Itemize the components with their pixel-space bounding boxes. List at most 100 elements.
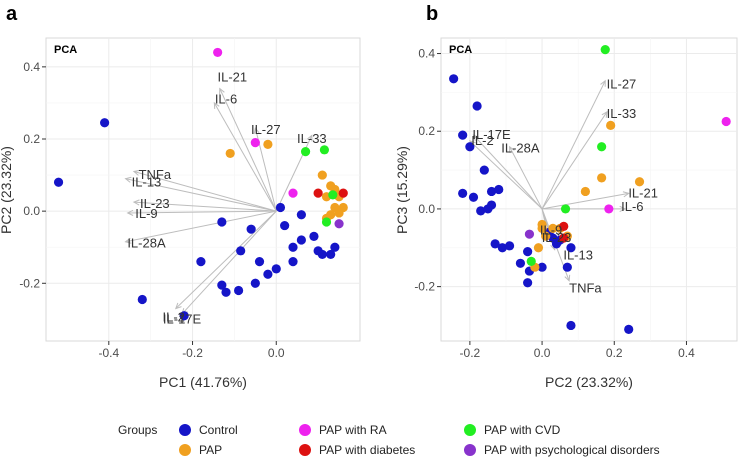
panel-a-vector-arrowhead bbox=[219, 87, 225, 95]
panel-b-xtick-label: 0.4 bbox=[678, 346, 695, 360]
panel-b-point bbox=[526, 256, 536, 266]
panel-b-point bbox=[541, 231, 551, 241]
panel-b-xtick-label: -0.2 bbox=[460, 346, 481, 360]
panel-b-vector-label: IL-23 bbox=[542, 230, 572, 245]
panel-b-loading-vector bbox=[541, 80, 606, 210]
panel-b-vector-label: IL-9 bbox=[540, 222, 562, 237]
panel-a-point bbox=[137, 294, 147, 305]
panel-b-point bbox=[476, 206, 486, 216]
legend-label: PAP with RA bbox=[319, 423, 387, 437]
panel-a-vector-label: IL-6 bbox=[215, 91, 237, 106]
panel-b-ylabel: PC3 (15.29%) bbox=[394, 146, 410, 234]
panel-a-point bbox=[250, 278, 260, 288]
panel-a-vector-arrowhead bbox=[126, 209, 134, 216]
panel-a-loading-vector bbox=[175, 210, 277, 309]
panel-a-point bbox=[309, 231, 319, 241]
panel-b-point bbox=[597, 142, 607, 152]
panel-b-point bbox=[449, 74, 459, 84]
panel-b-vector-label: IL-6 bbox=[621, 199, 643, 214]
panel-b-point bbox=[721, 116, 731, 127]
panel-a-vector-arrowhead bbox=[124, 176, 132, 183]
panel-b-vector-label: TNFa bbox=[569, 281, 602, 296]
legend-swatch bbox=[179, 444, 191, 456]
panel-b-point bbox=[600, 45, 610, 55]
panel-b-point bbox=[624, 324, 634, 334]
panel-b-point bbox=[606, 120, 616, 131]
panel-b-point bbox=[465, 142, 475, 152]
panel-a-vector-label: IL-2 bbox=[162, 310, 184, 325]
panel-b-point bbox=[486, 186, 497, 197]
panel-a-point bbox=[326, 249, 336, 260]
panel-b-point bbox=[524, 229, 535, 239]
legend-swatch bbox=[299, 424, 311, 436]
panel-a-point bbox=[300, 147, 311, 157]
panel-a-vector-label: TNFa bbox=[139, 167, 172, 182]
panel-a-vector-label: IL-28A bbox=[127, 236, 166, 251]
panel-a-point bbox=[328, 190, 338, 200]
panel-a-point bbox=[330, 242, 340, 252]
panel-a-loading-vector bbox=[133, 170, 277, 212]
panel-b-title: PCA bbox=[449, 44, 472, 56]
panel-a-point bbox=[263, 139, 273, 150]
legend-swatch bbox=[179, 424, 191, 436]
panel-b-point bbox=[548, 233, 558, 243]
panel-b-loading-vector bbox=[473, 134, 543, 210]
legend-swatch bbox=[299, 444, 311, 456]
panel-b-loading-vector bbox=[541, 111, 608, 210]
panel-a-point bbox=[288, 242, 298, 252]
panel-a-xlabel: PC1 (41.76%) bbox=[159, 374, 247, 390]
panel-b-point bbox=[597, 173, 607, 183]
panel-b-vector-arrowhead bbox=[509, 145, 515, 153]
panel-a-vector-label: IL-17E bbox=[163, 311, 202, 326]
panel-a-title: PCA bbox=[54, 44, 77, 56]
panel-a-vector-label: IL-13 bbox=[132, 174, 162, 189]
panel-a-vector-arrowhead bbox=[132, 169, 140, 176]
panel-a-vector-label: IL-27 bbox=[251, 122, 281, 137]
panel-a-plot-area bbox=[45, 37, 361, 342]
legend-label: PAP with psychological disorders bbox=[484, 443, 660, 457]
panel-a-point bbox=[196, 257, 206, 267]
panel-a-letter: a bbox=[6, 3, 18, 25]
panel-a-point bbox=[250, 138, 260, 148]
panel-a-vector-arrowhead bbox=[253, 127, 260, 135]
legend-label: PAP with diabetes bbox=[319, 443, 415, 457]
panel-b-vector-label: IL-17E bbox=[472, 127, 511, 142]
panel-b-point bbox=[604, 204, 614, 214]
panel-b-vector-label: IL-21 bbox=[628, 185, 658, 200]
panel-b-point bbox=[497, 243, 507, 253]
panel-a-vector-label: IL-23 bbox=[140, 196, 170, 211]
panel-a-point bbox=[217, 280, 227, 290]
panel-a-loading-vector bbox=[181, 210, 277, 315]
panel-b-point bbox=[559, 233, 569, 243]
panel-b-vector-arrowhead bbox=[601, 110, 608, 118]
panel-a-point bbox=[288, 188, 298, 198]
panel-b-xtick-label: 0.0 bbox=[534, 346, 551, 360]
panel-b-ytick-label: 0.4 bbox=[418, 47, 435, 61]
panel-a-loading-vector bbox=[125, 210, 277, 243]
panel-a-loading-vector bbox=[219, 88, 277, 212]
panel-a-point bbox=[321, 217, 332, 227]
panel-b-vector-label: IL-27 bbox=[607, 77, 637, 92]
panel-b-point bbox=[483, 204, 493, 214]
panel-a-vector-label: IL-9 bbox=[135, 206, 157, 221]
panel-a-point bbox=[334, 219, 344, 229]
panel-b-vector-arrowhead bbox=[600, 79, 606, 87]
panel-a-point bbox=[275, 202, 286, 213]
panel-b-vector-label: IL-33 bbox=[607, 106, 637, 121]
panel-a-point bbox=[221, 287, 231, 297]
legend-swatch bbox=[464, 444, 476, 456]
panel-b-point bbox=[562, 262, 572, 272]
panel-a-point bbox=[288, 257, 298, 267]
panel-a-point bbox=[317, 170, 327, 180]
panel-b-vector-arrowhead bbox=[622, 191, 630, 198]
panel-b-point bbox=[515, 258, 526, 268]
panel-a-loading-vector bbox=[133, 201, 277, 212]
panel-a-point bbox=[296, 235, 306, 245]
panel-a-loading-vector bbox=[125, 178, 277, 212]
panel-a-xtick-label: -0.2 bbox=[182, 346, 203, 360]
panel-a-point bbox=[271, 264, 281, 274]
legend-label: PAP bbox=[199, 443, 222, 457]
panel-a-loading-vector bbox=[127, 210, 277, 214]
panel-b-vector-arrowhead bbox=[619, 205, 627, 212]
